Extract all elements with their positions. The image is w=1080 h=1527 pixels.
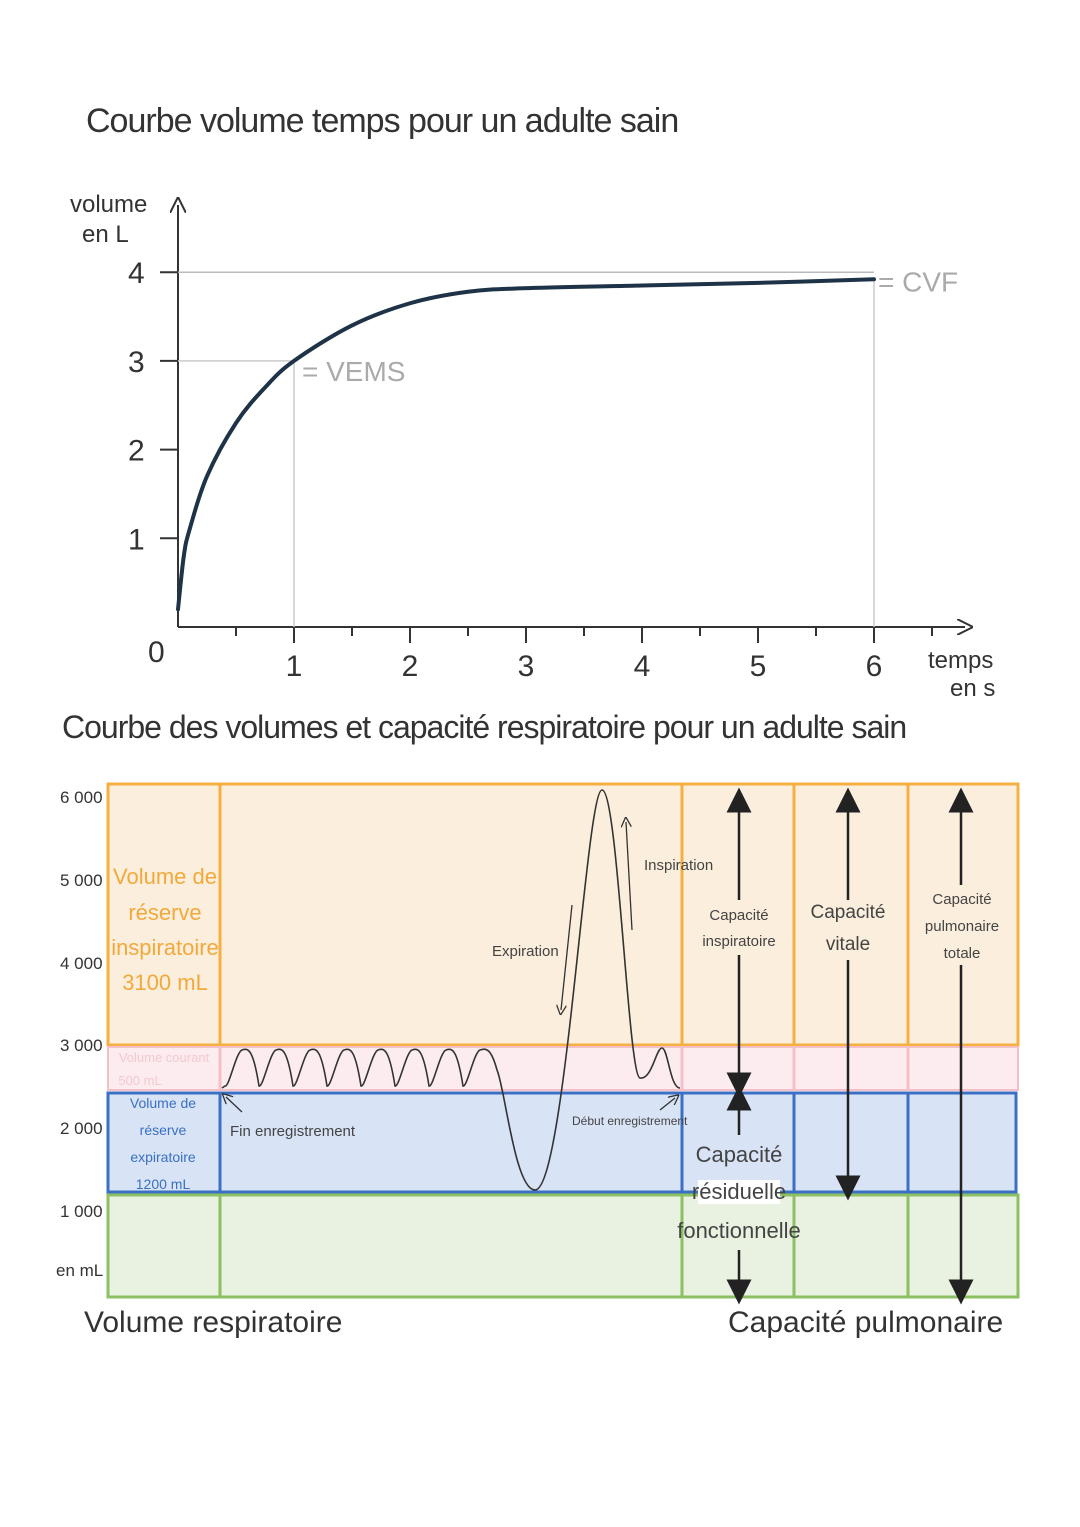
y-tick-label: 1 (128, 523, 145, 556)
y-tick: 5 000 (60, 871, 103, 890)
x-tick-label: 5 (750, 650, 767, 683)
y-tick: 4 000 (60, 954, 103, 973)
vri-label: Volume de réserve inspiratoire 3100 mL (111, 864, 219, 995)
expiration-arrow (561, 904, 573, 1010)
svg-text:Volume courant: Volume courant (119, 1050, 210, 1065)
y-unit: en mL (56, 1261, 103, 1280)
x-axis-label-1: temps (928, 647, 993, 674)
fin-arrow (226, 1097, 243, 1113)
chart2-title: Courbe des volumes et capacité respirato… (62, 709, 906, 745)
x-tick-label: 2 (402, 650, 419, 683)
x-tick-label: 4 (634, 650, 651, 683)
debut-arrow (659, 1098, 675, 1111)
cpt-label-1: Capacité (932, 891, 991, 908)
fin-enregistrement-label: Fin enregistrement (230, 1123, 356, 1140)
svg-text:inspiratoire: inspiratoire (111, 935, 219, 960)
inspiration-label: Inspiration (644, 857, 713, 874)
y-axis-label-2: en L (82, 221, 129, 248)
svg-text:Volume de: Volume de (113, 864, 217, 889)
footer-capacite-pulmonaire: Capacité pulmonaire (728, 1306, 1003, 1339)
x-tick-label: 6 (866, 650, 883, 683)
x-tick-label: 1 (286, 650, 303, 683)
vems-annotation: = VEMS (302, 356, 405, 387)
inspiration-arrow (626, 822, 633, 931)
svg-text:réserve: réserve (140, 1122, 187, 1138)
volume-curve (176, 277, 876, 612)
vc-label: Volume courant 500 mL (118, 1050, 209, 1088)
lung-volumes-diagram: Courbe des volumes et capacité respirato… (56, 709, 1020, 1339)
crf-label-2: résiduelle (692, 1179, 786, 1204)
svg-text:500 mL: 500 mL (118, 1073, 161, 1088)
crf-label-1: Capacité (696, 1142, 783, 1167)
y-tick: 6 000 (60, 788, 103, 807)
y-tick-label: 3 (128, 346, 145, 379)
y-tick: 3 000 (60, 1036, 103, 1055)
svg-text:3100 mL: 3100 mL (122, 970, 208, 995)
y-tick: 1 000 (60, 1202, 103, 1221)
y-axis-label-1: volume (70, 191, 147, 218)
svg-text:Volume de: Volume de (130, 1095, 196, 1111)
volume-time-chart: Courbe volume temps pour un adulte sain … (70, 102, 995, 702)
ci-label-2: inspiratoire (702, 933, 775, 950)
cvf-annotation: = CVF (878, 266, 958, 297)
ci-label-1: Capacité (709, 907, 768, 924)
spirogram-trace (221, 789, 681, 1191)
y-tick-label: 2 (128, 435, 145, 468)
capacity-arrows (726, 787, 974, 1305)
svg-text:1200 mL: 1200 mL (136, 1176, 191, 1192)
cpt-label-2: pulmonaire (925, 918, 999, 935)
cpt-label-3: totale (944, 945, 981, 962)
vre-label: Volume de réserve expiratoire 1200 mL (130, 1095, 196, 1192)
band-reserve-inspiratoire (106, 782, 1020, 1047)
band-reserve-expiratoire (106, 1091, 1018, 1194)
origin-label: 0 (148, 636, 165, 669)
cv-label-1: Capacité (811, 902, 886, 923)
y-tick-label: 4 (128, 257, 145, 290)
cv-label-2: vitale (826, 934, 870, 955)
debut-enregistrement-label: Début enregistrement (572, 1114, 688, 1128)
column-dividers (218, 784, 910, 1297)
chart1-title: Courbe volume temps pour un adulte sain (86, 102, 678, 140)
x-tick-label: 3 (518, 650, 535, 683)
footer-volume-respiratoire: Volume respiratoire (84, 1306, 342, 1339)
crf-label-3: fonctionnelle (677, 1218, 801, 1243)
band-residuel (106, 1193, 1020, 1299)
svg-text:expiratoire: expiratoire (130, 1149, 196, 1165)
y-tick: 2 000 (60, 1119, 103, 1138)
x-axis-label-2: en s (950, 675, 995, 702)
svg-text:réserve: réserve (128, 900, 201, 925)
expiration-label: Expiration (492, 943, 559, 960)
